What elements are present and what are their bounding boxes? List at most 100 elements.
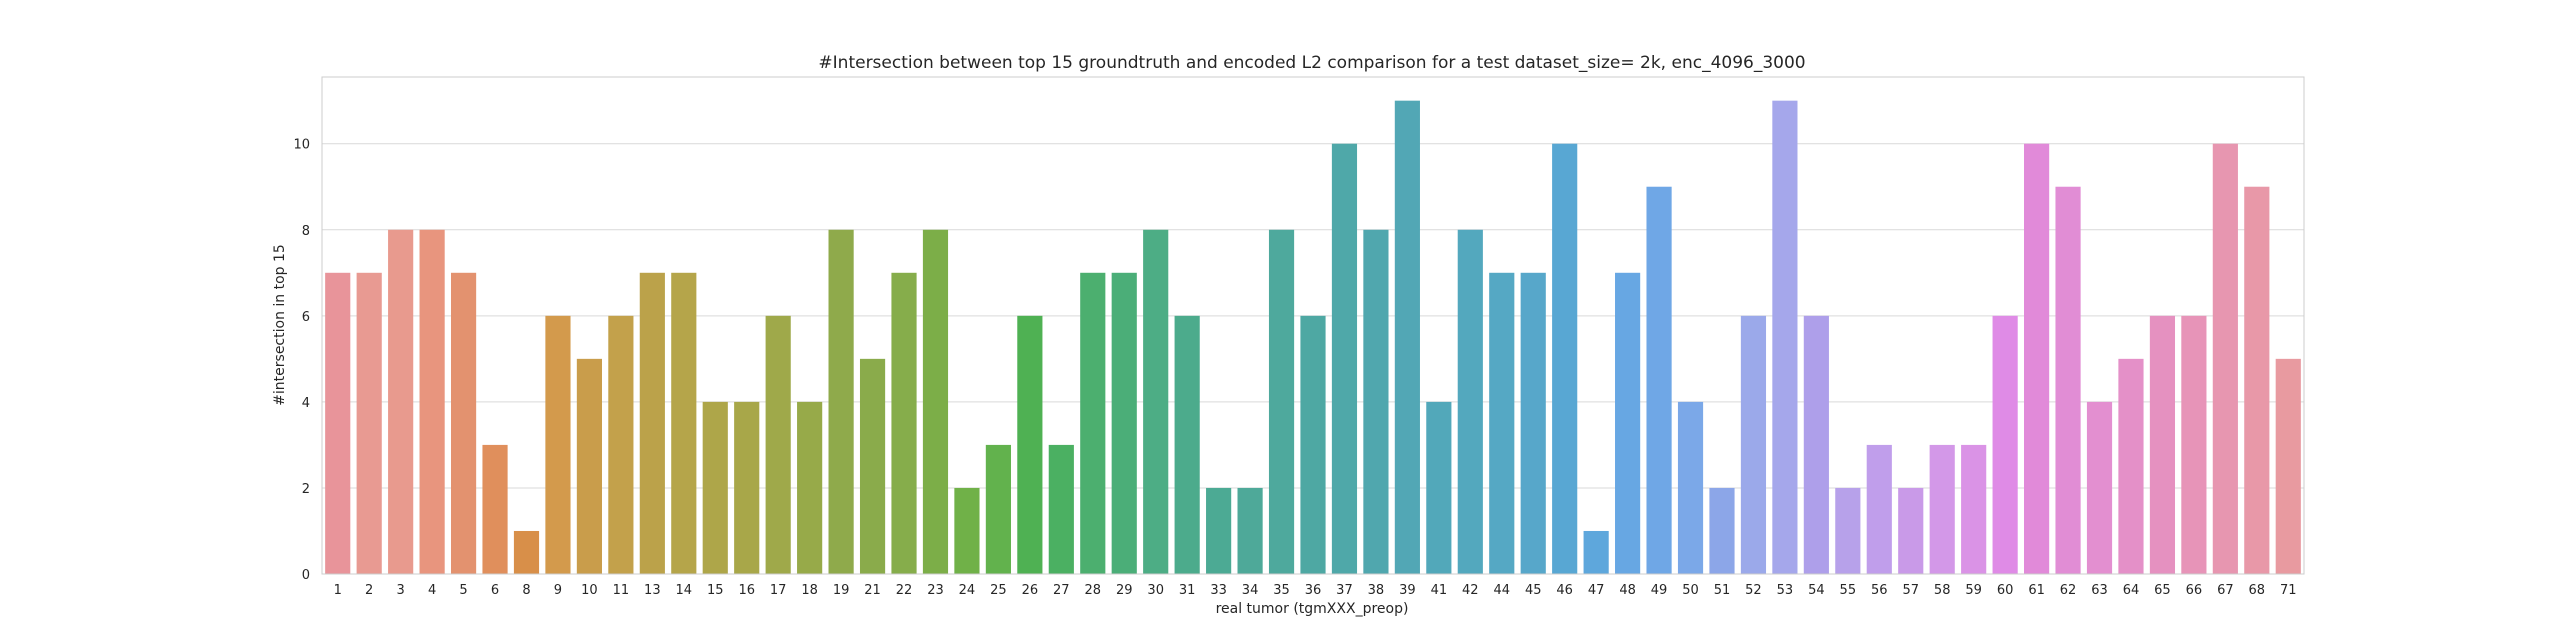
bar-23 — [922, 229, 949, 574]
bar-10 — [576, 358, 602, 574]
bar-52 — [1740, 315, 1767, 574]
x-tick-label: 48 — [1619, 583, 1636, 598]
x-axis-label: real tumor (tgmXXX_preop) — [1216, 601, 1409, 617]
bar-9 — [545, 315, 571, 574]
x-tick-label: 1 — [334, 583, 342, 598]
bar-3 — [388, 229, 414, 574]
bar-33 — [1206, 487, 1232, 574]
bar-56 — [1866, 444, 1892, 574]
x-tick-label: 44 — [1493, 583, 1510, 598]
bar-44 — [1489, 272, 1515, 574]
y-tick-label: 4 — [302, 396, 310, 411]
bar-67 — [2212, 143, 2238, 575]
bar-25 — [985, 444, 1011, 574]
bar-24 — [954, 487, 980, 574]
bar-14 — [671, 272, 697, 574]
x-tick-label: 56 — [1871, 583, 1888, 598]
bar-64 — [2118, 358, 2144, 574]
x-tick-label: 39 — [1399, 583, 1416, 598]
x-tick-label: 52 — [1745, 583, 1762, 598]
x-tick-label: 54 — [1808, 583, 1825, 598]
bar-48 — [1615, 272, 1641, 574]
bar-71 — [2275, 358, 2301, 574]
plot-frame — [321, 76, 2305, 575]
bar-1 — [325, 272, 351, 574]
x-tick-label: 49 — [1651, 583, 1668, 598]
x-tick-label: 65 — [2154, 583, 2171, 598]
x-tick-label: 3 — [397, 583, 405, 598]
bar-46 — [1552, 143, 1578, 575]
x-tick-label: 33 — [1210, 583, 1227, 598]
bar-49 — [1646, 186, 1672, 574]
bar-47 — [1583, 530, 1609, 574]
bar-59 — [1961, 444, 1987, 574]
x-tick-label: 61 — [2028, 583, 2045, 598]
bar-37 — [1331, 143, 1358, 575]
x-tick-label: 45 — [1525, 583, 1542, 598]
x-tick-label: 9 — [554, 583, 562, 598]
y-tick-label: 2 — [302, 482, 310, 497]
bar-41 — [1426, 401, 1452, 574]
x-tick-label: 57 — [1902, 583, 1919, 598]
x-tick-label: 18 — [801, 583, 818, 598]
chart-title: #Intersection between top 15 groundtruth… — [818, 53, 1805, 73]
bar-8 — [513, 530, 540, 574]
x-tick-label: 10 — [581, 583, 598, 598]
y-axis-label: #intersection in top 15 — [272, 244, 288, 406]
x-tick-label: 13 — [644, 583, 661, 598]
bar-58 — [1929, 444, 1955, 574]
x-tick-label: 51 — [1714, 583, 1731, 598]
x-tick-label: 4 — [428, 583, 436, 598]
x-tick-label: 8 — [522, 583, 530, 598]
x-tick-label: 30 — [1147, 583, 1164, 598]
bar-55 — [1835, 487, 1861, 574]
bar-17 — [765, 315, 791, 574]
x-tick-label: 66 — [2186, 583, 2203, 598]
x-tick-label: 60 — [1997, 583, 2014, 598]
x-tick-label: 24 — [959, 583, 976, 598]
bar-11 — [608, 315, 634, 574]
bar-28 — [1080, 272, 1106, 574]
x-tick-label: 6 — [491, 583, 499, 598]
x-tick-label: 5 — [459, 583, 467, 598]
bar-31 — [1174, 315, 1200, 574]
bar-26 — [1017, 315, 1043, 574]
x-tick-label: 46 — [1556, 583, 1573, 598]
x-tick-label: 41 — [1431, 583, 1448, 598]
x-tick-label: 58 — [1934, 583, 1951, 598]
x-tick-label: 38 — [1368, 583, 1385, 598]
x-tick-label: 59 — [1965, 583, 1982, 598]
bar-35 — [1268, 229, 1295, 574]
x-tick-label: 28 — [1085, 583, 1102, 598]
bar-5 — [450, 272, 477, 574]
y-tick-label: 8 — [302, 224, 310, 239]
x-tick-label: 25 — [990, 583, 1007, 598]
x-tick-label: 17 — [770, 583, 787, 598]
y-tick-labels: 0 2 4 6 8 10 — [293, 138, 310, 583]
x-tick-label: 62 — [2060, 583, 2077, 598]
x-tick-label: 29 — [1116, 583, 1133, 598]
x-tick-label: 71 — [2280, 583, 2297, 598]
bar-50 — [1677, 401, 1704, 574]
x-tick-label: 53 — [1777, 583, 1794, 598]
bar-68 — [2244, 186, 2270, 574]
bar-42 — [1457, 229, 1483, 574]
bar-38 — [1363, 229, 1389, 574]
x-tick-label: 23 — [927, 583, 944, 598]
y-tick-label: 6 — [302, 310, 310, 325]
x-tick-label: 34 — [1242, 583, 1259, 598]
bar-51 — [1709, 487, 1735, 574]
bar-53 — [1772, 100, 1798, 575]
x-tick-label: 21 — [864, 583, 881, 598]
bar-45 — [1520, 272, 1546, 574]
x-tick-label: 42 — [1462, 583, 1479, 598]
x-tick-label: 15 — [707, 583, 724, 598]
bar-15 — [702, 401, 728, 574]
bar-18 — [797, 401, 823, 574]
x-tick-labels: 1 2 3 4 5 6 8 9 10 11 13 14 15 16 17 18 19 21 22 23 24 25 26 27… — [334, 583, 2297, 598]
bar-21 — [859, 358, 886, 574]
bar-30 — [1143, 229, 1169, 574]
x-tick-label: 26 — [1022, 583, 1039, 598]
x-tick-label: 14 — [676, 583, 693, 598]
